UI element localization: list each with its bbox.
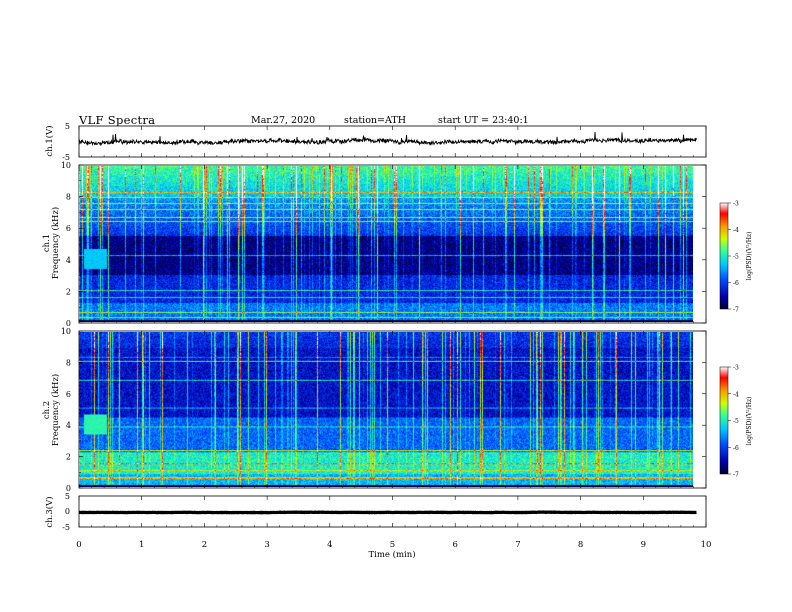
ch1-frequency-ylabel: Frequency (kHz) [50, 207, 61, 279]
colorbar-tick-label: -7 [733, 307, 739, 314]
frequency-tick-label: 6 [66, 224, 71, 233]
time-tick-label: 10 [701, 540, 712, 550]
colorbar-tick-label: -3 [733, 365, 739, 372]
ch3-ytick-top: 5 [65, 492, 70, 501]
ch1-ytick-top: 5 [65, 122, 70, 131]
ch2-spectrogram-heatmap [79, 332, 693, 487]
colorbar-tick-label: -3 [733, 201, 739, 208]
ch3-ytick-bottom: -5 [62, 523, 70, 532]
time-tick-label: 7 [515, 540, 520, 550]
frequency-tick-label: 4 [66, 421, 71, 430]
ch1-spectrogram-yticks: 0 2 4 6 8 10 [61, 161, 706, 328]
frequency-tick-label: 2 [66, 287, 71, 296]
time-tick-label: 5 [390, 540, 395, 550]
ch1-colorbar-label: log(PSD)(V²/Hz) [746, 232, 753, 281]
ch1-colorbar [719, 202, 729, 310]
time-tick-label: 1 [139, 540, 144, 550]
time-tick-label: 2 [202, 540, 207, 550]
station-label: station=ATH [344, 115, 406, 126]
frequency-tick-label: 8 [66, 193, 71, 202]
frequency-tick-label: 10 [61, 327, 71, 336]
frequency-tick-label: 6 [66, 390, 71, 399]
frequency-tick-label: 0 [66, 319, 71, 328]
ch1-waveform-panel: 5 -5 ch.1(V) [44, 122, 707, 162]
colorbar-tick-label: -5 [733, 254, 739, 261]
colorbar-tick-label: -4 [733, 391, 739, 398]
ch3-waveform-ylabel: ch.3(V) [44, 496, 55, 527]
frequency-tick-label: 0 [66, 484, 71, 493]
ch2-colorbar [719, 366, 729, 475]
time-axis-ticks: 0 1 2 3 4 5 6 7 8 9 10 [76, 126, 711, 550]
frequency-tick-label: 4 [66, 256, 71, 265]
time-tick-label: 3 [264, 540, 269, 550]
time-tick-label: 9 [641, 540, 646, 550]
ch1-colorbar-ticks: -3 -4 -5 -6 -7 [728, 201, 739, 314]
ch1-ytick-bottom: -5 [62, 153, 70, 162]
colorbar-tick-label: -6 [733, 445, 739, 452]
ch3-waveform-panel: 5 0 -5 ch.3(V) [44, 492, 707, 532]
ch1-waveform-ylabel: ch.1(V) [44, 125, 55, 156]
ch2-colorbar-ticks: -3 -4 -5 -6 -7 [728, 365, 739, 479]
time-axis-label: Time (min) [368, 549, 415, 560]
ch3-waveform-line [78, 510, 697, 515]
frequency-tick-label: 10 [61, 161, 71, 170]
colorbar-tick-label: -7 [733, 472, 739, 479]
ch3-ytick-mid: 0 [65, 507, 70, 516]
time-tick-label: 8 [578, 540, 583, 550]
ch1-spectrogram-heatmap [79, 166, 693, 322]
ch2-frequency-ylabel: Frequency (kHz) [50, 374, 61, 446]
time-tick-label: 4 [327, 540, 332, 550]
figure-title: VLF Spectra [79, 113, 156, 127]
start-time-label: start UT = 23:40:1 [438, 115, 529, 126]
colorbar-tick-label: -5 [733, 418, 739, 425]
date-label: Mar.27, 2020 [251, 115, 316, 126]
time-tick-label: 6 [452, 540, 457, 550]
ch1-waveform-line [78, 132, 697, 147]
frequency-tick-label: 8 [66, 358, 71, 367]
time-tick-label: 0 [76, 540, 81, 550]
ch1-channel-label: ch.1 [42, 234, 52, 252]
colorbar-tick-label: -6 [733, 280, 739, 287]
ch2-spectrogram-yticks: 0 2 4 6 8 10 [61, 327, 706, 493]
colorbar-tick-label: -4 [733, 227, 739, 234]
ch2-channel-label: ch.2 [42, 401, 52, 419]
ch2-colorbar-label: log(PSD)(V²/Hz) [746, 397, 753, 446]
frequency-tick-label: 2 [66, 453, 71, 462]
